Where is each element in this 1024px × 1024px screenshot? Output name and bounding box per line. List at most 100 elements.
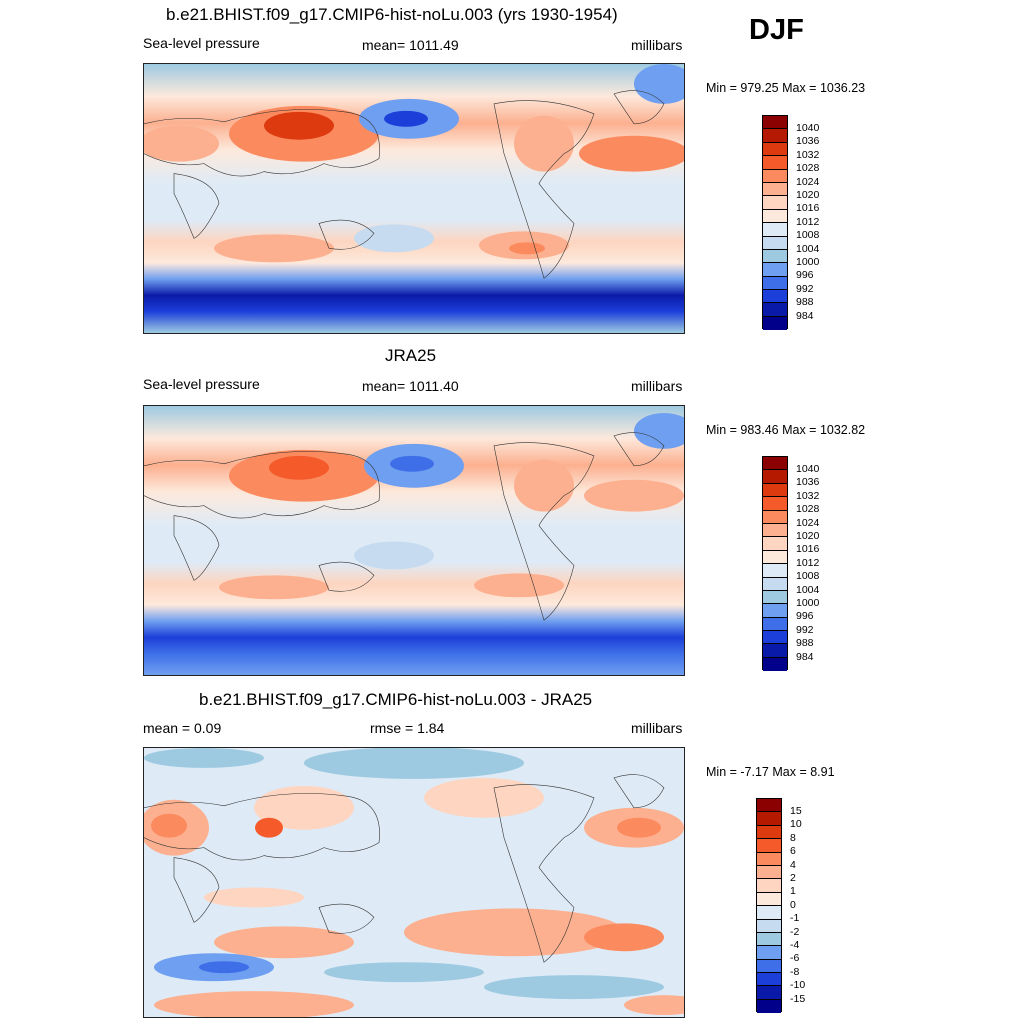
panel-1-variable-label: Sea-level pressure bbox=[143, 35, 260, 51]
legend-swatch bbox=[763, 617, 787, 632]
legend-swatch bbox=[763, 196, 787, 210]
panel-2-variable-label: Sea-level pressure bbox=[143, 376, 260, 392]
legend-label: 1032 bbox=[796, 148, 820, 161]
legend-swatch bbox=[757, 865, 781, 880]
legend-swatch bbox=[763, 523, 787, 538]
legend-swatch bbox=[763, 483, 787, 498]
panel-3-min-max: Min = -7.17 Max = 8.91 bbox=[706, 765, 835, 779]
legend-label: 984 bbox=[796, 309, 814, 322]
legend-swatch bbox=[763, 182, 787, 197]
legend-label: 1032 bbox=[796, 489, 820, 502]
panel-2-units-label: millibars bbox=[631, 378, 683, 394]
panel-1-map bbox=[143, 63, 685, 334]
legend-label: 1036 bbox=[796, 135, 820, 148]
legend-label: 15 bbox=[790, 804, 802, 817]
legend-label: 1000 bbox=[796, 255, 820, 268]
legend-swatch bbox=[757, 919, 781, 933]
panel-3-rmse-label: rmse = 1.84 bbox=[370, 720, 445, 736]
legend-swatch bbox=[763, 550, 787, 565]
legend-swatch bbox=[757, 973, 781, 987]
legend-swatch bbox=[763, 590, 787, 605]
legend-swatch bbox=[763, 156, 787, 170]
panel-3-units-label: millibars bbox=[631, 720, 683, 736]
legend-swatch bbox=[763, 290, 787, 304]
legend-label: 996 bbox=[796, 269, 814, 282]
panel-2-title: JRA25 bbox=[385, 346, 437, 365]
legend-label: 1016 bbox=[796, 543, 820, 556]
legend-label: -1 bbox=[790, 912, 800, 925]
legend-swatch bbox=[763, 644, 787, 658]
legend-label: 988 bbox=[796, 296, 814, 309]
legend-label: 1008 bbox=[796, 229, 820, 242]
legend-label: -4 bbox=[790, 938, 800, 951]
legend-label: 1000 bbox=[796, 596, 820, 609]
season-label: DJF bbox=[749, 14, 804, 46]
legend-swatch bbox=[763, 316, 787, 331]
legend-swatch bbox=[763, 223, 787, 237]
legend-label: 1012 bbox=[796, 215, 820, 228]
legend-swatch bbox=[763, 537, 787, 551]
legend-label: 1016 bbox=[796, 202, 820, 215]
legend-swatch bbox=[763, 169, 787, 183]
panel-2-min-max: Min = 983.46 Max = 1032.82 bbox=[706, 423, 866, 437]
legend-label: 1024 bbox=[796, 516, 820, 529]
legend-label: 1 bbox=[790, 885, 796, 898]
legend-swatch bbox=[763, 470, 787, 484]
legend-swatch bbox=[757, 906, 781, 920]
legend-label: 984 bbox=[796, 650, 814, 663]
legend-label: 0 bbox=[790, 898, 796, 911]
legend-swatch bbox=[763, 263, 787, 277]
legend-swatch bbox=[757, 946, 781, 960]
legend-label: 996 bbox=[796, 610, 814, 623]
legend-swatch bbox=[757, 999, 781, 1014]
legend-label: 8 bbox=[790, 831, 796, 844]
legend-label: 1028 bbox=[796, 503, 820, 516]
legend-swatch bbox=[763, 116, 787, 130]
legend-swatch bbox=[763, 657, 787, 672]
legend-swatch bbox=[763, 497, 787, 511]
legend-swatch bbox=[757, 892, 781, 907]
legend-label: 6 bbox=[790, 845, 796, 858]
legend-swatch bbox=[763, 604, 787, 618]
legend-label: 1040 bbox=[796, 462, 820, 475]
legend-label: -15 bbox=[790, 992, 806, 1005]
panel-2-legend-bar bbox=[762, 456, 788, 672]
legend-label: 1020 bbox=[796, 188, 820, 201]
panel-2-mean-label: mean= 1011.40 bbox=[362, 378, 459, 394]
legend-swatch bbox=[763, 577, 787, 591]
legend-label: 4 bbox=[790, 858, 796, 871]
legend-label: 1020 bbox=[796, 529, 820, 542]
panel-3-legend-bar bbox=[756, 798, 782, 1014]
legend-swatch bbox=[763, 631, 787, 645]
legend-label: 988 bbox=[796, 637, 814, 650]
legend-swatch bbox=[757, 932, 781, 947]
panel-1-min-max: Min = 979.25 Max = 1036.23 bbox=[706, 81, 866, 95]
legend-label: 1008 bbox=[796, 570, 820, 583]
legend-label: 1040 bbox=[796, 121, 820, 134]
panel-1-title: b.e21.BHIST.f09_g17.CMIP6-hist-noLu.003 … bbox=[166, 5, 618, 24]
legend-label: 1004 bbox=[796, 583, 820, 596]
legend-label: 1012 bbox=[796, 556, 820, 569]
panel-2-map bbox=[143, 405, 685, 676]
legend-swatch bbox=[763, 457, 787, 471]
legend-label: 1024 bbox=[796, 175, 820, 188]
legend-swatch bbox=[757, 825, 781, 840]
legend-label: 1036 bbox=[796, 476, 820, 489]
legend-label: 10 bbox=[790, 818, 802, 831]
legend-swatch bbox=[757, 839, 781, 853]
legend-label: 1028 bbox=[796, 162, 820, 175]
legend-swatch bbox=[757, 799, 781, 813]
legend-swatch bbox=[757, 879, 781, 893]
legend-label: 2 bbox=[790, 871, 796, 884]
legend-label: -8 bbox=[790, 965, 800, 978]
legend-label: 1004 bbox=[796, 242, 820, 255]
legend-swatch bbox=[757, 852, 781, 866]
panel-1-mean-label: mean= 1011.49 bbox=[362, 37, 459, 53]
legend-swatch bbox=[763, 236, 787, 250]
panel-3-mean-label: mean = 0.09 bbox=[143, 720, 222, 736]
legend-swatch bbox=[763, 303, 787, 317]
legend-label: 992 bbox=[796, 623, 814, 636]
panel-3-title: b.e21.BHIST.f09_g17.CMIP6-hist-noLu.003 … bbox=[199, 690, 593, 709]
panel-1-legend-bar bbox=[762, 115, 788, 331]
legend-swatch bbox=[763, 142, 787, 157]
